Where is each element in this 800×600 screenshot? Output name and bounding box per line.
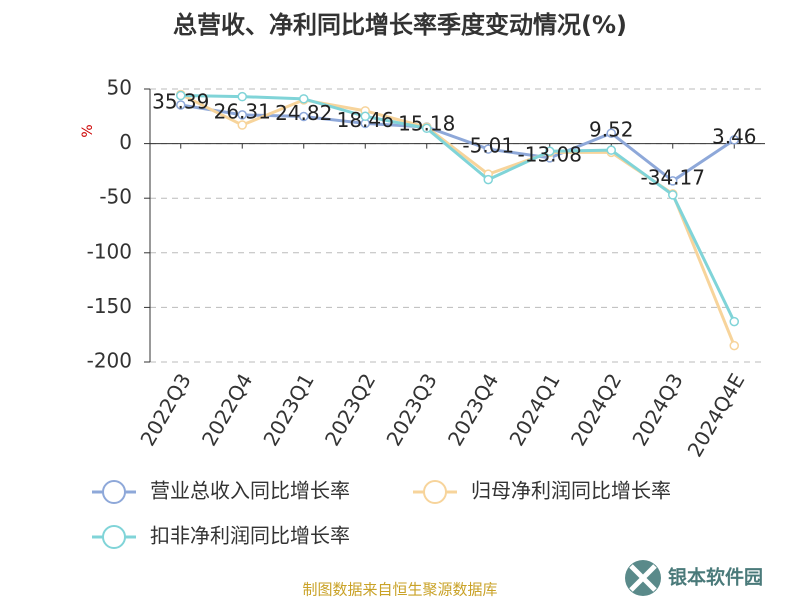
data-point (668, 176, 678, 186)
data-point (545, 146, 555, 156)
data-point (237, 91, 247, 102)
data-label: 35.39 (152, 89, 209, 113)
legend-label: 归母净利润同比增长率 (471, 479, 671, 503)
data-point (606, 128, 616, 138)
data-point (668, 190, 678, 200)
x-tick-label: 2024Q1 (504, 369, 564, 450)
legend-label: 营业总收入同比增长率 (150, 479, 350, 503)
data-point (176, 100, 186, 110)
legend-marker (102, 480, 126, 504)
legend-marker (102, 525, 126, 549)
x-tick-label: 2023Q2 (320, 369, 380, 450)
data-label: 18.46 (337, 108, 394, 132)
data-point (606, 145, 616, 155)
data-point (729, 316, 739, 327)
data-point (483, 174, 493, 185)
legend-label: 扣非净利润同比增长率 (150, 524, 350, 548)
data-label: 24.82 (275, 101, 332, 125)
data-point (483, 144, 493, 154)
y-tick-label: -150 (87, 294, 132, 318)
data-point (237, 110, 247, 120)
y-tick-label: 50 (107, 76, 132, 100)
y-tick-label: -50 (99, 185, 132, 209)
watermark: 银本软件园 (668, 566, 763, 589)
series-line (180, 94, 736, 323)
data-point (729, 135, 739, 145)
data-point (422, 123, 432, 134)
y-tick-label: 0 (119, 130, 132, 154)
x-tick-label: 2024Q3 (627, 369, 687, 450)
data-label: 3.46 (712, 124, 757, 148)
x-tick-label: 2023Q1 (258, 369, 318, 450)
x-tick-label: 2024Q2 (566, 369, 626, 450)
series-line (180, 93, 736, 347)
y-tick-label: -100 (87, 239, 132, 263)
data-label: 9.52 (589, 118, 634, 142)
legend-marker (423, 480, 447, 504)
data-label: -13.08 (518, 142, 582, 166)
y-axis-label: % (80, 124, 96, 137)
data-point (176, 90, 186, 101)
data-label: 26.31 (214, 99, 271, 123)
data-point (360, 111, 370, 122)
x-tick-label: 2024Q4E (683, 369, 750, 461)
data-label: -5.01 (462, 134, 514, 158)
source-note: 制图数据来自恒生聚源数据库 (302, 581, 497, 599)
x-tick-label: 2022Q4 (197, 369, 257, 450)
chart-title: 总营收、净利同比增长率季度变动情况(%) (173, 11, 627, 39)
data-point (299, 94, 309, 104)
series-line (180, 103, 736, 183)
x-tick-label: 2022Q3 (135, 369, 195, 450)
data-point (299, 111, 309, 122)
logo-mark (629, 564, 657, 592)
watermark-logo (625, 560, 661, 596)
y-tick-label: -200 (87, 349, 132, 373)
data-label: -34.17 (641, 165, 705, 189)
x-tick-label: 2023Q3 (381, 369, 441, 450)
data-point (729, 340, 739, 351)
data-label: 15.18 (398, 112, 455, 136)
x-tick-label: 2023Q4 (443, 369, 503, 450)
data-point (237, 120, 247, 130)
